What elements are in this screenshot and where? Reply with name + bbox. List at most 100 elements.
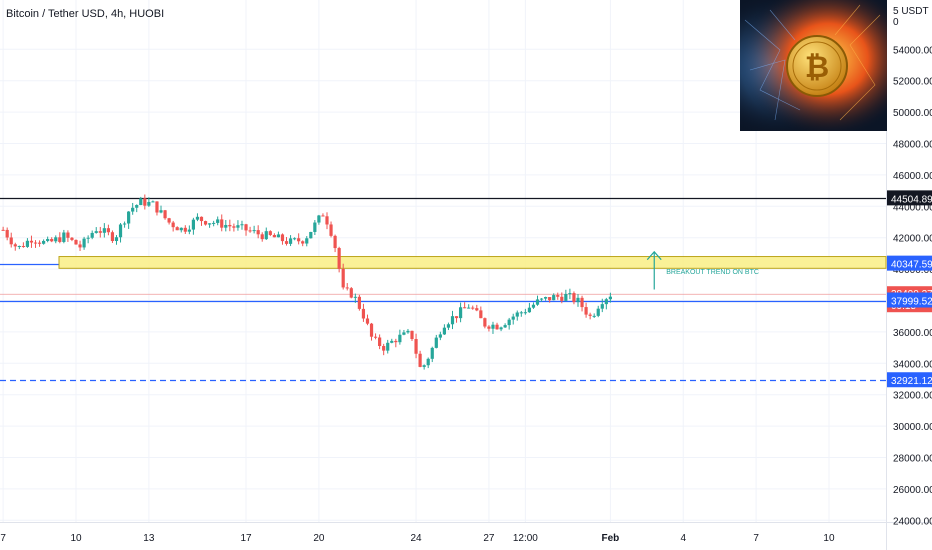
price-tag-44504-bg	[887, 190, 932, 206]
candle-body	[9, 237, 13, 245]
candle-body	[353, 296, 357, 298]
candle-body	[106, 228, 110, 233]
candle-body	[175, 227, 179, 231]
candle-body	[284, 241, 289, 244]
candle-body	[98, 231, 102, 233]
price-tick-label: 26000.00	[893, 485, 932, 496]
candle-body	[183, 227, 187, 232]
candle-body	[1, 229, 5, 231]
price-tag-zone-bg	[887, 255, 932, 271]
price-tag-32921-bg	[887, 372, 932, 388]
time-tick-label: 7	[753, 533, 759, 544]
candle-body	[487, 326, 491, 329]
candle-body	[596, 308, 600, 316]
candle-body	[66, 232, 70, 238]
time-tick-label: 17	[240, 533, 252, 544]
price-tick-label: 54000.00	[893, 45, 932, 56]
candle-body	[483, 318, 487, 327]
time-tick-label: Feb	[601, 533, 619, 544]
candle-body	[495, 324, 499, 330]
price-tick-label: 30000.00	[893, 422, 932, 433]
price-tick-label: 32000.00	[893, 391, 932, 402]
candle-body	[33, 242, 38, 244]
time-tick-label: 10	[823, 533, 835, 544]
candle-body	[414, 339, 418, 354]
candle-body	[386, 342, 390, 351]
price-tag-zone: 40347.59	[891, 260, 932, 271]
candle-body	[179, 227, 183, 231]
candle-body	[110, 232, 115, 242]
candle-body	[321, 215, 325, 217]
candle-body	[58, 237, 62, 242]
candle-body	[135, 205, 139, 208]
price-tag-37999: 37999.52	[891, 297, 932, 308]
candle-body	[78, 244, 82, 248]
candle-body	[143, 198, 147, 206]
candle-body	[203, 221, 208, 225]
bitcoin-logo-image: ₿	[740, 0, 887, 131]
candle-body	[576, 297, 580, 303]
candle-body	[475, 308, 479, 311]
candle-body	[450, 316, 455, 325]
candle-body	[5, 229, 9, 238]
candle-body	[62, 232, 66, 242]
candle-body	[422, 365, 426, 367]
candle-body	[426, 358, 430, 366]
candle-body	[17, 245, 21, 247]
time-axis: 7 10 13 17 20 24 27 12:00 Feb 4 7 10	[0, 533, 835, 544]
candle-body	[171, 222, 175, 228]
candle-body	[523, 312, 527, 314]
time-tick-label: 10	[70, 533, 82, 544]
candle-body	[592, 315, 596, 317]
candle-body	[458, 307, 463, 319]
candle-body	[584, 307, 588, 315]
candle-body	[535, 299, 540, 305]
candle-body	[527, 307, 532, 313]
candle-body	[127, 211, 131, 224]
candle-body	[309, 231, 313, 239]
candle-body	[406, 330, 410, 333]
candle-body	[552, 295, 556, 301]
time-tick-label: 24	[410, 533, 422, 544]
candle-body	[82, 238, 86, 248]
candles	[1, 194, 612, 370]
candle-body	[515, 312, 519, 317]
candle-body	[361, 308, 366, 319]
candle-body	[382, 346, 386, 351]
candle-body	[131, 207, 135, 212]
candle-body	[216, 219, 220, 223]
candle-body	[365, 318, 370, 324]
time-tick-label: 7	[0, 533, 6, 544]
candle-body	[228, 224, 232, 227]
candle-body	[418, 353, 422, 367]
candle-body	[151, 201, 155, 203]
candle-body	[207, 223, 212, 225]
candle-body	[236, 225, 240, 228]
candle-body	[256, 230, 260, 235]
candle-body	[114, 237, 119, 242]
price-tick-label: 28000.00	[893, 454, 932, 465]
price-tick-label: 52000.00	[893, 77, 932, 88]
candle-body	[471, 307, 475, 309]
candle-body	[394, 340, 398, 343]
candle-body	[268, 231, 272, 235]
candle-body	[519, 312, 523, 314]
price-tick-label: 50000.00	[893, 108, 932, 119]
candle-body	[373, 336, 378, 338]
candle-body	[499, 327, 503, 330]
candle-body	[25, 240, 30, 247]
candle-body	[507, 319, 511, 326]
candle-body	[402, 332, 406, 335]
candle-body	[548, 297, 552, 301]
candle-body	[446, 324, 451, 328]
candle-body	[438, 334, 442, 338]
price-tag-44504: 44504.89	[891, 194, 932, 205]
candle-body	[572, 293, 576, 303]
resistance-zone	[58, 256, 887, 269]
candle-body	[159, 210, 163, 213]
candle-body	[580, 297, 584, 308]
currency-label: 5 USDT 0	[893, 6, 929, 28]
candle-body	[491, 324, 495, 329]
candle-body	[167, 218, 171, 223]
